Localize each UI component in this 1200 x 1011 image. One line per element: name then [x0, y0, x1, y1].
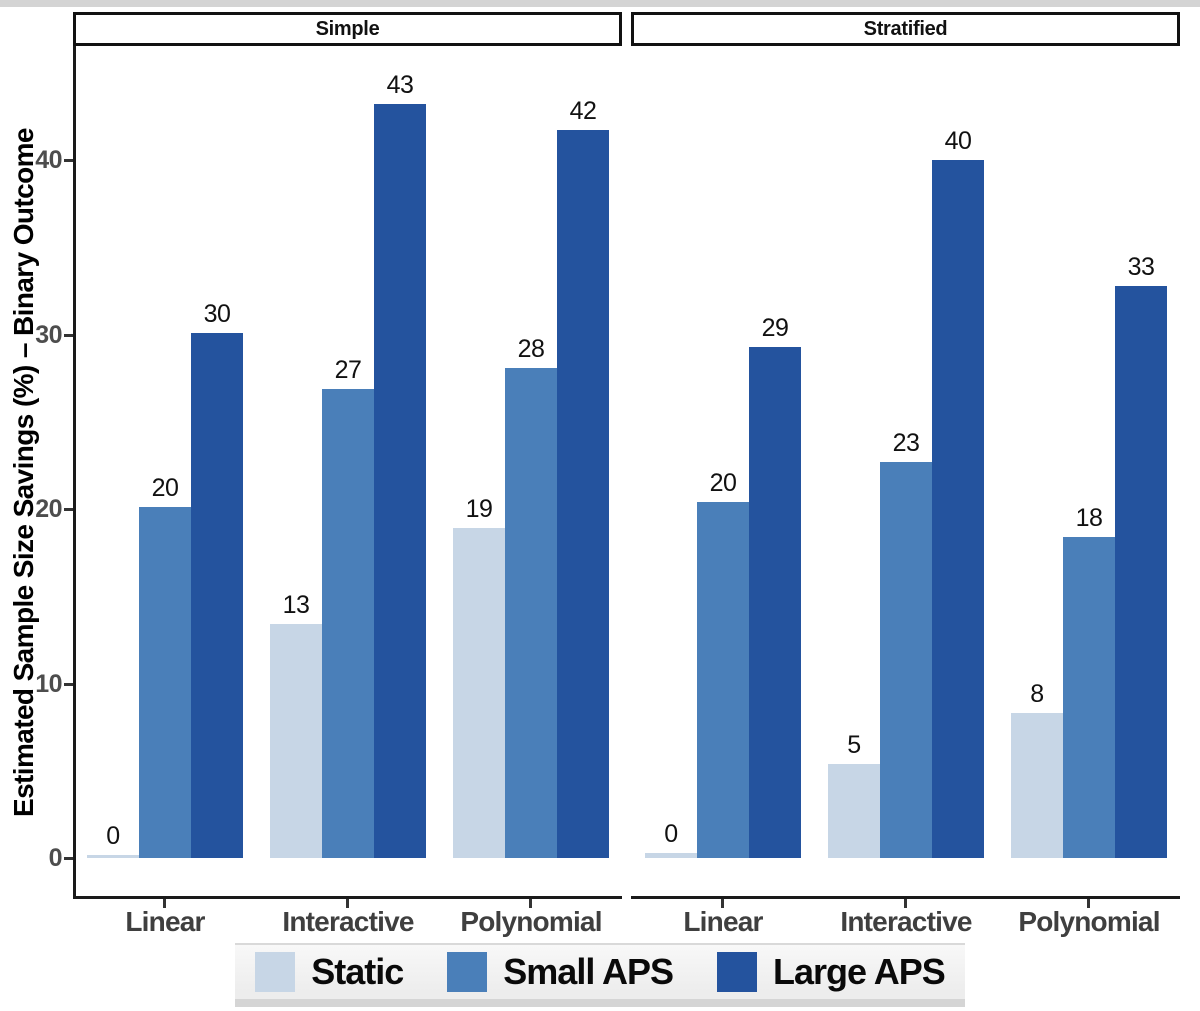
bar-value-label: 0 — [664, 820, 678, 848]
bar-value-label: 5 — [847, 731, 861, 759]
bar-value-label: 33 — [1127, 253, 1155, 281]
bar-value-label: 42 — [569, 97, 597, 125]
bar-stratified-interactive-static — [828, 764, 880, 858]
x-tick-mark — [529, 899, 532, 908]
bar-value-label: 27 — [334, 356, 362, 384]
bar-value-label: 29 — [761, 314, 789, 342]
legend-label-small-aps: Small APS — [503, 951, 674, 992]
y-tick-label: 10 — [35, 670, 62, 698]
bar-value-label: 23 — [892, 429, 920, 457]
x-tick-label-linear: Linear — [683, 906, 763, 937]
legend-item-static: Static — [255, 951, 404, 993]
bar-value-label: 40 — [944, 127, 972, 155]
bar-stratified-polynomial-large-aps — [1115, 286, 1167, 858]
bar-value-label: 20 — [151, 474, 179, 502]
y-tick-label: 20 — [35, 495, 62, 523]
bar-simple-linear-small-aps — [139, 507, 191, 858]
bar-stratified-interactive-large-aps — [932, 160, 984, 858]
bar-value-label: 28 — [517, 335, 545, 363]
bar-stratified-linear-large-aps — [749, 347, 801, 858]
x-tick-label-interactive: Interactive — [282, 906, 414, 937]
legend-swatch-small-aps — [447, 952, 488, 992]
bar-value-label: 20 — [709, 469, 737, 497]
x-axis-line — [631, 896, 1180, 899]
bar-simple-interactive-static — [270, 624, 322, 858]
bar-value-label: 8 — [1030, 680, 1044, 708]
x-tick-mark — [163, 899, 166, 908]
bar-simple-linear-large-aps — [191, 333, 243, 858]
legend: Static Small APS Large APS — [235, 943, 965, 1007]
legend-item-large-aps: Large APS — [717, 951, 946, 993]
y-tick-label: 40 — [35, 146, 62, 174]
x-tick-label-interactive: Interactive — [840, 906, 972, 937]
y-tick-mark — [64, 508, 73, 511]
y-axis-line — [73, 46, 76, 899]
y-tick-mark — [64, 334, 73, 337]
x-tick-label-linear: Linear — [125, 906, 205, 937]
x-tick-mark — [721, 899, 724, 908]
bar-value-label: 13 — [282, 591, 310, 619]
bar-stratified-interactive-small-aps — [880, 462, 932, 858]
y-tick-label: 0 — [48, 844, 63, 872]
y-tick-mark — [64, 683, 73, 686]
bar-value-label: 30 — [203, 300, 231, 328]
bar-stratified-linear-small-aps — [697, 502, 749, 858]
x-tick-mark — [904, 899, 907, 908]
bar-value-label: 43 — [386, 71, 414, 99]
bar-simple-polynomial-large-aps — [557, 130, 609, 858]
x-tick-mark — [346, 899, 349, 908]
legend-label-static: Static — [311, 951, 404, 992]
x-axis-line — [73, 896, 622, 899]
x-tick-mark — [1087, 899, 1090, 908]
bar-stratified-polynomial-small-aps — [1063, 537, 1115, 858]
bar-value-label: 18 — [1075, 504, 1103, 532]
bar-stratified-polynomial-static — [1011, 713, 1063, 858]
y-tick-label: 30 — [35, 321, 62, 349]
legend-label-large-aps: Large APS — [773, 951, 946, 992]
bar-value-label: 19 — [465, 495, 493, 523]
legend-item-small-aps: Small APS — [447, 951, 674, 993]
x-tick-label-polynomial: Polynomial — [460, 906, 602, 937]
top-gray-strip — [0, 0, 1200, 7]
legend-swatch-static — [255, 952, 296, 992]
bar-value-label: 0 — [106, 822, 120, 850]
facet-strip-simple: Simple — [73, 12, 622, 46]
x-tick-label-polynomial: Polynomial — [1018, 906, 1160, 937]
legend-swatch-large-aps — [717, 952, 758, 992]
bar-simple-linear-static — [87, 855, 139, 858]
bar-stratified-linear-static — [645, 853, 697, 858]
bar-simple-interactive-large-aps — [374, 104, 426, 858]
bar-simple-interactive-small-aps — [322, 389, 374, 858]
y-tick-mark — [64, 857, 73, 860]
bar-simple-polynomial-small-aps — [505, 368, 557, 858]
y-tick-mark — [64, 159, 73, 162]
facet-strip-stratified: Stratified — [631, 12, 1180, 46]
bar-simple-polynomial-static — [453, 528, 505, 858]
